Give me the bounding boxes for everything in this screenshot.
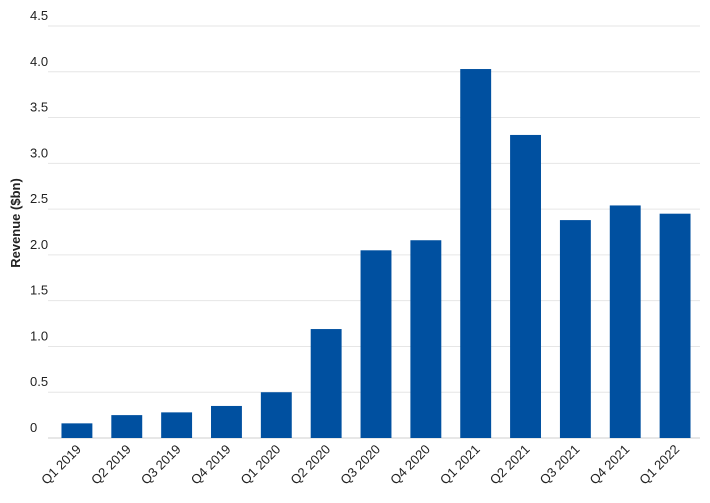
- y-tick-label: 3.5: [30, 100, 48, 115]
- bar-q4-2020: [410, 240, 442, 438]
- y-tick-label: 0: [30, 420, 37, 435]
- bar-q2-2019: [111, 415, 143, 438]
- y-axis-tick-labels: 0 0.5 1.0 1.5 2.0 2.5 3.0 3.5 4.0 4.5: [30, 8, 48, 435]
- x-tick-label: Q4 2021: [586, 442, 632, 488]
- x-axis-tick-labels: Q1 2019 Q2 2019 Q3 2019 Q4 2019 Q1 2020 Q2 20…: [38, 442, 682, 488]
- y-axis-title: Revenue ($bn): [8, 178, 23, 268]
- bars: [61, 69, 691, 438]
- bar-q3-2020: [360, 250, 392, 438]
- bar-q2-2021: [510, 134, 541, 438]
- x-tick-label: Q4 2019: [188, 442, 234, 488]
- y-tick-label: 1.5: [30, 283, 48, 298]
- x-tick-label: Q1 2020: [238, 442, 284, 488]
- y-tick-label: 4.5: [30, 8, 48, 23]
- y-tick-label: 2.5: [30, 191, 48, 206]
- bar-q4-2019: [211, 405, 242, 438]
- bar-q4-2021: [609, 205, 641, 438]
- x-tick-label: Q1 2021: [437, 442, 483, 488]
- y-tick-label: 0.5: [30, 374, 48, 389]
- x-tick-label: Q2 2020: [287, 442, 333, 488]
- bar-q2-2020: [310, 329, 342, 438]
- bar-q1-2022: [659, 213, 691, 438]
- bar-q3-2021: [559, 220, 591, 438]
- y-tick-label: 4.0: [30, 54, 48, 69]
- y-tick-label: 2.0: [30, 237, 48, 252]
- x-tick-label: Q3 2019: [138, 442, 184, 488]
- x-tick-label: Q3 2021: [537, 442, 583, 488]
- bar-q1-2021: [460, 69, 492, 438]
- x-tick-label: Q2 2021: [487, 442, 533, 488]
- y-tick-label: 3.0: [30, 145, 48, 160]
- bar-q1-2020: [260, 392, 292, 438]
- x-tick-label: Q1 2022: [636, 442, 682, 488]
- x-tick-label: Q1 2019: [38, 442, 84, 488]
- x-tick-label: Q4 2020: [387, 442, 433, 488]
- bar-q1-2019: [61, 423, 93, 438]
- x-tick-label: Q2 2019: [88, 442, 134, 488]
- y-tick-label: 1.0: [30, 328, 48, 343]
- x-tick-label: Q3 2020: [337, 442, 383, 488]
- bar-q3-2019: [161, 412, 193, 438]
